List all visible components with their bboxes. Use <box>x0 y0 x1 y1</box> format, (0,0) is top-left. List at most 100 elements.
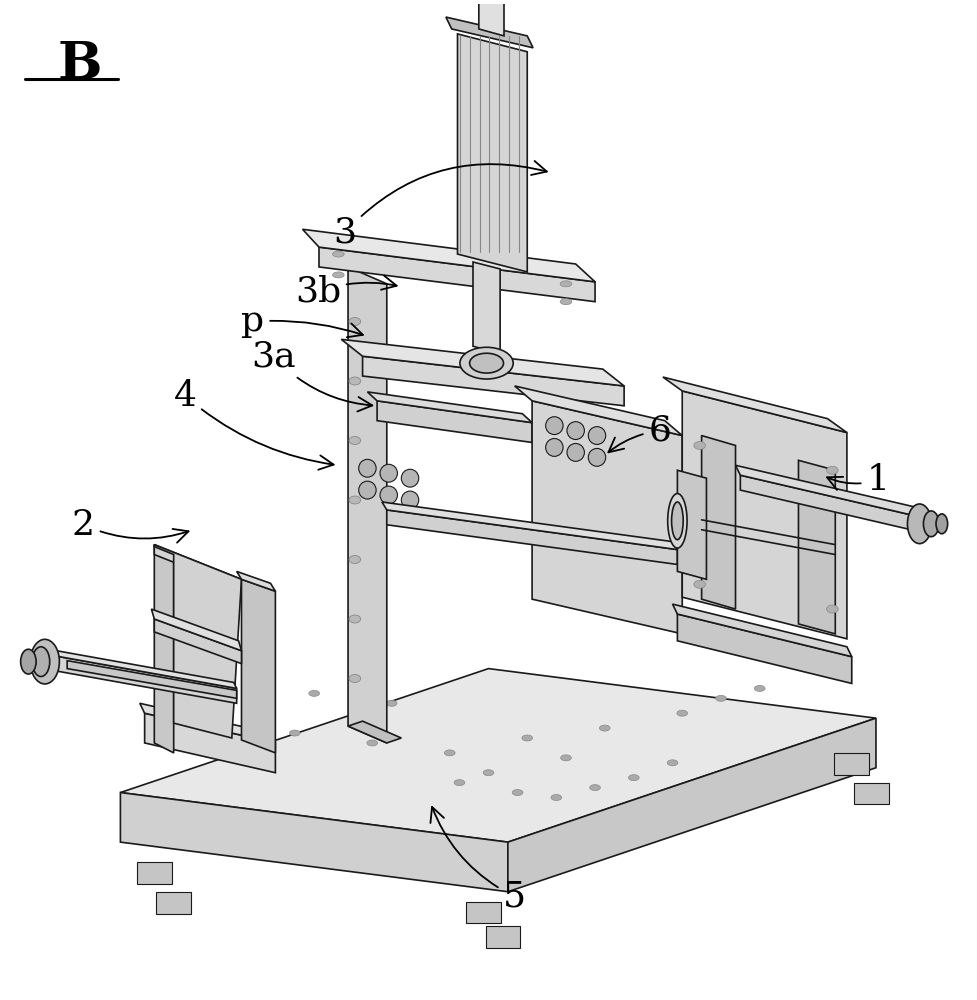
Polygon shape <box>701 436 736 609</box>
Circle shape <box>588 427 606 444</box>
Polygon shape <box>387 510 677 564</box>
Polygon shape <box>154 545 241 738</box>
Polygon shape <box>736 465 919 517</box>
Ellipse shape <box>827 466 838 474</box>
Polygon shape <box>348 267 387 743</box>
Circle shape <box>567 443 584 461</box>
Polygon shape <box>682 391 847 639</box>
Ellipse shape <box>30 639 60 684</box>
Circle shape <box>402 469 419 487</box>
Polygon shape <box>154 619 241 664</box>
Ellipse shape <box>671 502 683 540</box>
Ellipse shape <box>349 318 361 325</box>
Ellipse shape <box>484 770 493 776</box>
Circle shape <box>359 481 376 499</box>
Ellipse shape <box>32 647 50 677</box>
Polygon shape <box>140 703 276 743</box>
Polygon shape <box>348 721 402 743</box>
Ellipse shape <box>551 795 562 800</box>
Polygon shape <box>382 502 677 550</box>
Polygon shape <box>677 614 852 683</box>
Polygon shape <box>479 0 504 36</box>
Ellipse shape <box>512 790 523 796</box>
Ellipse shape <box>560 281 572 287</box>
Text: 5: 5 <box>431 807 527 914</box>
Ellipse shape <box>694 441 705 449</box>
Text: B: B <box>58 39 102 90</box>
Ellipse shape <box>349 556 361 563</box>
Text: 6: 6 <box>609 414 671 452</box>
Ellipse shape <box>600 725 610 731</box>
Polygon shape <box>120 669 876 842</box>
Polygon shape <box>677 470 706 579</box>
Ellipse shape <box>289 730 300 736</box>
Polygon shape <box>154 545 241 589</box>
Ellipse shape <box>367 740 377 746</box>
Circle shape <box>567 422 584 440</box>
Bar <box>486 926 521 948</box>
Ellipse shape <box>386 700 397 706</box>
Polygon shape <box>236 571 276 591</box>
Ellipse shape <box>754 685 765 691</box>
Circle shape <box>380 486 398 504</box>
Ellipse shape <box>332 272 344 278</box>
Bar <box>834 753 870 775</box>
Ellipse shape <box>560 299 572 305</box>
Polygon shape <box>341 339 624 386</box>
Ellipse shape <box>667 494 687 548</box>
Text: 1: 1 <box>827 463 889 497</box>
Polygon shape <box>241 579 276 753</box>
Bar <box>137 862 172 884</box>
Text: 2: 2 <box>72 508 189 543</box>
Polygon shape <box>672 604 852 657</box>
Ellipse shape <box>936 514 948 534</box>
Ellipse shape <box>470 353 503 373</box>
Ellipse shape <box>349 377 361 385</box>
Ellipse shape <box>667 760 678 766</box>
Text: 3a: 3a <box>251 339 372 411</box>
Ellipse shape <box>561 755 572 761</box>
Ellipse shape <box>332 251 344 257</box>
Ellipse shape <box>923 511 939 537</box>
Ellipse shape <box>522 735 532 741</box>
Text: 3b: 3b <box>295 275 397 309</box>
Polygon shape <box>473 262 500 353</box>
Ellipse shape <box>628 775 639 781</box>
Polygon shape <box>798 460 835 634</box>
Ellipse shape <box>349 615 361 623</box>
Polygon shape <box>43 654 236 703</box>
Ellipse shape <box>908 504 932 544</box>
Polygon shape <box>457 34 528 272</box>
Ellipse shape <box>715 695 726 701</box>
Polygon shape <box>151 609 241 651</box>
Ellipse shape <box>454 780 465 786</box>
Polygon shape <box>319 247 595 302</box>
Ellipse shape <box>590 785 601 791</box>
Ellipse shape <box>694 580 705 588</box>
Bar <box>854 783 888 804</box>
Polygon shape <box>662 377 847 433</box>
Text: p: p <box>241 304 362 338</box>
Polygon shape <box>362 356 624 406</box>
Ellipse shape <box>349 496 361 504</box>
Polygon shape <box>515 386 682 436</box>
Circle shape <box>380 464 398 482</box>
Circle shape <box>588 448 606 466</box>
Text: 4: 4 <box>174 379 333 470</box>
Ellipse shape <box>21 649 36 674</box>
Polygon shape <box>40 648 236 688</box>
Circle shape <box>402 491 419 509</box>
Text: 3: 3 <box>333 161 547 249</box>
Ellipse shape <box>349 675 361 682</box>
Polygon shape <box>367 392 532 423</box>
Polygon shape <box>532 401 682 634</box>
Ellipse shape <box>445 750 455 756</box>
Bar <box>156 892 191 914</box>
Polygon shape <box>67 661 236 698</box>
Polygon shape <box>508 718 876 892</box>
Bar <box>466 902 501 923</box>
Polygon shape <box>145 713 276 773</box>
Circle shape <box>545 417 563 435</box>
Polygon shape <box>377 401 532 442</box>
Polygon shape <box>154 545 174 753</box>
